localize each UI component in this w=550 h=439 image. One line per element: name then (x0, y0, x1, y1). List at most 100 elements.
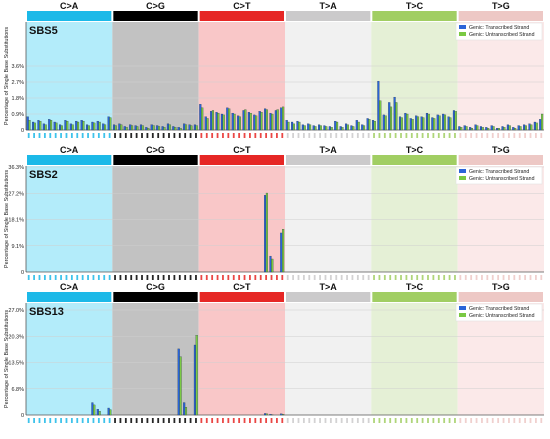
bar-untranscribed (228, 109, 230, 130)
x-context-tick (222, 133, 224, 138)
bar-transcribed (264, 109, 266, 130)
bar-untranscribed (514, 128, 516, 130)
x-context-tick (130, 133, 132, 138)
x-context-tick (141, 275, 143, 280)
bar-transcribed (496, 128, 498, 130)
bar-transcribed (453, 110, 455, 130)
bar-transcribed (388, 102, 390, 130)
bar-transcribed (415, 116, 417, 130)
x-context-tick (476, 418, 478, 423)
x-context-tick (163, 275, 165, 280)
legend-swatch-untranscribed (459, 176, 466, 180)
x-context-tick (249, 275, 251, 280)
bar-untranscribed (217, 113, 219, 130)
x-context-tick (195, 418, 197, 423)
bar-untranscribed (45, 125, 47, 130)
x-context-tick (406, 418, 408, 423)
x-context-tick (319, 275, 321, 280)
class-header-label: T>A (320, 282, 338, 292)
bar-untranscribed (282, 107, 284, 130)
bar-untranscribed (342, 127, 344, 130)
class-header-label: C>G (146, 145, 165, 155)
bar-untranscribed (379, 101, 381, 130)
x-context-tick (432, 418, 434, 423)
x-context-tick (470, 418, 472, 423)
x-context-tick (540, 418, 542, 423)
y-tick-label: 6.8% (11, 387, 24, 393)
class-header-label: C>G (146, 282, 165, 292)
bar-transcribed (399, 117, 401, 130)
legend-swatch-transcribed (459, 306, 466, 310)
x-context-tick (303, 418, 305, 423)
bar-transcribed (151, 125, 153, 130)
bar-untranscribed (201, 108, 203, 130)
x-context-tick (422, 275, 424, 280)
x-context-tick (459, 133, 461, 138)
bar-transcribed (54, 122, 56, 130)
bar-untranscribed (444, 115, 446, 130)
y-tick-label: 0.9% (11, 112, 24, 118)
bar-untranscribed (158, 126, 160, 130)
bar-untranscribed (363, 126, 365, 130)
x-context-tick (497, 418, 499, 423)
x-context-tick (76, 275, 78, 280)
class-background (285, 166, 371, 272)
x-context-tick (400, 275, 402, 280)
bar-untranscribed (131, 126, 133, 130)
x-context-tick (524, 133, 526, 138)
class-header-bar (200, 155, 284, 165)
x-context-tick (103, 133, 105, 138)
x-context-tick (163, 133, 165, 138)
bar-transcribed (356, 120, 358, 130)
bar-transcribed (464, 126, 466, 130)
x-context-tick (39, 275, 41, 280)
bar-transcribed (534, 122, 536, 130)
bar-untranscribed (509, 126, 511, 130)
class-header-label: T>C (406, 145, 424, 155)
bar-transcribed (394, 97, 396, 130)
x-context-tick (492, 418, 494, 423)
y-tick-label: 2.7% (11, 80, 24, 86)
y-tick-label: 20.3% (8, 334, 24, 340)
x-context-tick (281, 133, 283, 138)
x-context-tick (389, 418, 391, 423)
x-context-tick (173, 418, 175, 423)
x-context-tick (44, 418, 46, 423)
x-context-tick (120, 275, 122, 280)
bar-transcribed (313, 126, 315, 130)
class-header-bar (286, 11, 370, 21)
bar-transcribed (194, 345, 196, 415)
legend-swatch-untranscribed (459, 313, 466, 317)
x-context-tick (535, 133, 537, 138)
x-context-tick (271, 133, 273, 138)
x-context-tick (211, 418, 213, 423)
x-context-tick (379, 133, 381, 138)
x-context-tick (190, 275, 192, 280)
x-context-tick (427, 418, 429, 423)
x-context-tick (152, 133, 154, 138)
x-context-tick (422, 133, 424, 138)
bar-untranscribed (120, 125, 122, 130)
bar-transcribed (97, 409, 99, 415)
x-context-tick (352, 275, 354, 280)
x-context-tick (244, 275, 246, 280)
bar-untranscribed (66, 121, 68, 130)
bar-untranscribed (163, 127, 165, 130)
x-context-tick (292, 275, 294, 280)
x-context-tick (33, 275, 35, 280)
x-context-tick (465, 418, 467, 423)
bar-untranscribed (271, 114, 273, 130)
bar-transcribed (199, 104, 201, 130)
x-context-tick (82, 418, 84, 423)
x-context-tick (82, 133, 84, 138)
bar-transcribed (253, 115, 255, 130)
bar-untranscribed (126, 127, 128, 130)
x-context-tick (141, 133, 143, 138)
x-context-tick (368, 418, 370, 423)
x-context-tick (136, 418, 138, 423)
bar-untranscribed (34, 123, 36, 130)
x-context-tick (389, 133, 391, 138)
x-context-tick (66, 275, 68, 280)
y-axis-label: Percentage of Single Base Substitutions (4, 310, 10, 408)
